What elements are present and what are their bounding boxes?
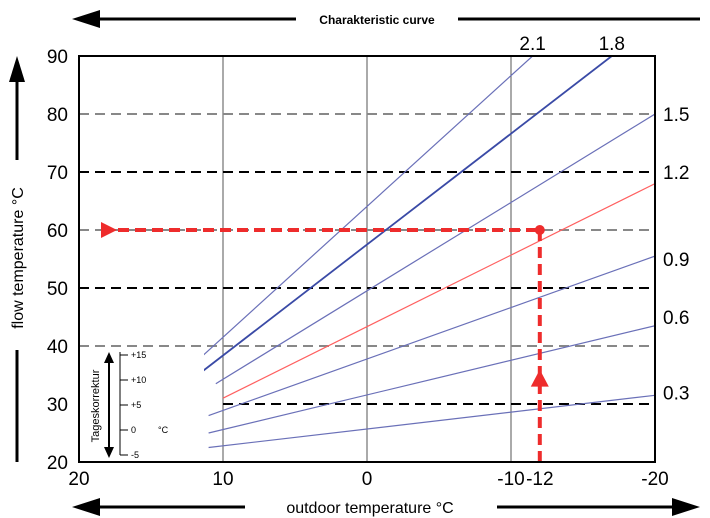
y-tick-label: 30 <box>47 395 68 416</box>
inset-tick-label: +5 <box>131 400 141 410</box>
curve-1-8 <box>200 56 613 373</box>
curve-label-top: 1.8 <box>599 34 625 55</box>
x-tick-labels: 20 10 0 -10 -12 -20 <box>68 469 668 490</box>
vertical-gridlines <box>222 56 512 462</box>
x-tick-label: -20 <box>641 469 668 490</box>
y-tick-label: 90 <box>47 47 68 68</box>
example-point <box>534 225 545 235</box>
x-axis-arrow <box>72 498 700 516</box>
y-axis-label: flow temperature °C <box>10 187 27 329</box>
curve-label: 1.5 <box>663 105 689 126</box>
x-tick-label: 10 <box>212 469 233 490</box>
curve-2-1 <box>193 56 534 364</box>
inset-tick-label: +15 <box>131 350 146 360</box>
inset-unit: °C <box>158 425 169 435</box>
inset-title: Tageskorrektur <box>90 369 102 442</box>
x-tick-label: -12 <box>526 469 553 490</box>
title-arrow <box>72 10 700 28</box>
inset-double-arrow <box>104 352 114 458</box>
inset-tick-label: +10 <box>131 375 146 385</box>
x-tick-label: 0 <box>362 469 373 490</box>
y-axis-arrow <box>9 56 25 462</box>
curve-1-5 <box>215 113 655 385</box>
x-tick-label: 20 <box>68 469 89 490</box>
x-axis-label: outdoor temperature °C <box>286 500 453 517</box>
inset-background <box>81 348 204 460</box>
y-tick-labels: 20 30 40 50 60 70 80 90 <box>47 47 68 474</box>
inset-tick-label: -5 <box>131 450 139 460</box>
curve-label: 0.9 <box>663 250 689 271</box>
y-tick-label: 20 <box>47 453 68 474</box>
inset-tick-label: 0 <box>131 425 136 435</box>
curve-1-2 <box>222 183 655 399</box>
y-tick-label: 80 <box>47 105 68 126</box>
curve-label: 0.3 <box>663 383 689 404</box>
curves <box>193 56 655 449</box>
day-correction-inset: Tageskorrektur +15 +10 +5 0 -5 °C <box>81 348 204 460</box>
y-tick-label: 60 <box>47 221 68 242</box>
example-arrow-up <box>530 369 549 387</box>
chart-title: Charakteristic curve <box>319 13 435 27</box>
inset-scale-ticks: +15 +10 +5 0 -5 <box>120 350 146 460</box>
curve-labels-right: 1.5 1.2 0.9 0.6 0.3 <box>663 105 689 404</box>
y-tick-label: 50 <box>47 279 68 300</box>
curve-label: 1.2 <box>663 163 689 184</box>
curve-labels-top: 2.1 1.8 <box>519 34 625 55</box>
curve-label-top: 2.1 <box>519 34 545 55</box>
example-reading <box>101 222 549 462</box>
example-arrow-left <box>101 222 117 238</box>
curve-0-3 <box>208 394 655 449</box>
y-tick-label: 40 <box>47 337 68 358</box>
x-tick-label: -10 <box>497 469 524 490</box>
y-tick-label: 70 <box>47 163 68 184</box>
curve-0-6 <box>208 325 655 434</box>
curve-0-9 <box>208 255 655 417</box>
plot-frame <box>78 55 656 463</box>
curve-label: 0.6 <box>663 308 689 329</box>
